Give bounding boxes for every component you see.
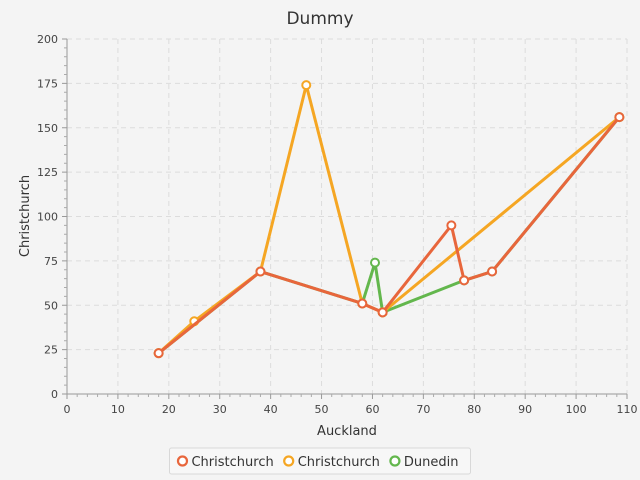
x-tick-label: 50 (315, 403, 329, 416)
data-point (370, 257, 380, 268)
y-tick-label: 25 (44, 344, 58, 357)
x-tick-label: 20 (162, 403, 176, 416)
chart-title: Dummy (286, 9, 353, 29)
data-point (357, 298, 368, 309)
data-point (459, 275, 470, 286)
series-0 (153, 112, 625, 359)
legend-marker (283, 455, 295, 467)
data-point (377, 307, 388, 318)
y-tick-label: 0 (51, 388, 58, 401)
data-point (301, 80, 312, 91)
legend-box (168, 447, 472, 475)
series-group (153, 80, 625, 359)
data-point (487, 266, 498, 277)
legend: Christchurch Christchurch Dunedin (168, 447, 472, 475)
data-point (153, 348, 164, 359)
legend-marker (389, 455, 401, 467)
x-tick-label: 70 (416, 403, 430, 416)
data-point (614, 112, 625, 123)
x-tick-label: 40 (264, 403, 278, 416)
x-axis-label: Auckland (317, 424, 377, 439)
grid (66, 38, 628, 395)
y-tick-label: 75 (44, 255, 58, 268)
y-tick-label: 150 (37, 122, 58, 135)
x-tick-label: 80 (467, 403, 481, 416)
axes: 0 10 20 30 40 50 60 70 80 90 100 110 0 25 50 75 100 125 15… (37, 33, 638, 416)
legend-marker (176, 455, 189, 467)
y-tick-label: 125 (37, 166, 58, 179)
x-tick-label: 60 (365, 403, 379, 416)
x-tick-label: 110 (617, 403, 638, 416)
y-tick-label: 50 (44, 299, 58, 312)
x-tick-label: 90 (518, 403, 532, 416)
x-tick-label: 30 (213, 403, 227, 416)
x-tick-label: 0 (64, 403, 71, 416)
x-tick-label: 100 (566, 403, 587, 416)
legend-label: Christchurch (298, 455, 380, 470)
data-point (255, 266, 266, 277)
legend-label: Dunedin (404, 455, 459, 470)
y-tick-label: 100 (37, 211, 58, 224)
data-point (446, 220, 457, 231)
legend-label: Christchurch (191, 455, 273, 470)
x-tick-label: 10 (111, 403, 125, 416)
y-tick-label: 175 (37, 77, 58, 90)
y-axis-label: Christchurch (18, 175, 33, 257)
y-tick-label: 200 (37, 33, 58, 46)
